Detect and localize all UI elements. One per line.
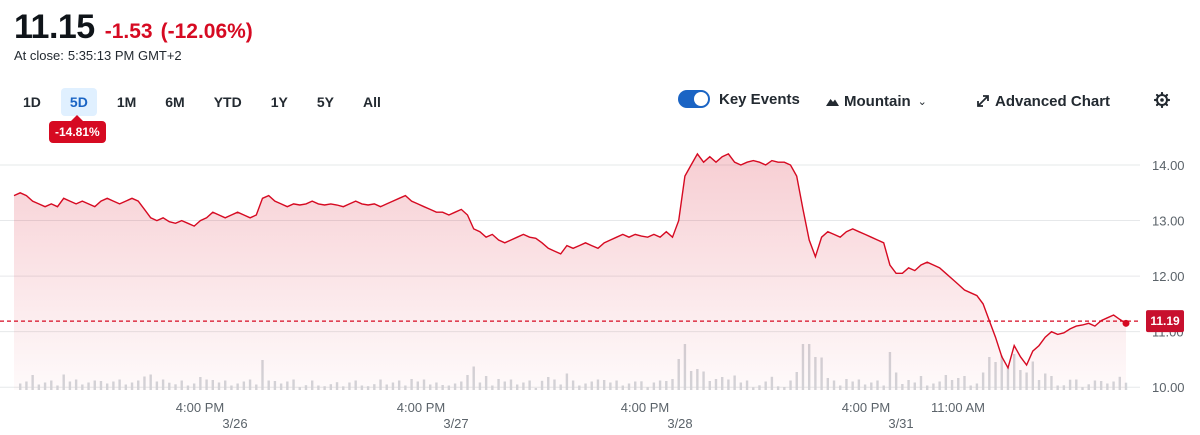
advanced-chart-button[interactable]: Advanced Chart	[976, 90, 1110, 112]
x-day-label: 3/26	[222, 416, 247, 431]
y-tick-label: 10.00	[1152, 380, 1185, 395]
price-change-percent: (-12.06%)	[160, 20, 253, 43]
x-tick-label: 4:00 PM	[842, 400, 890, 415]
chart-type-dropdown[interactable]: Mountain ⌄	[826, 90, 927, 112]
range-1d-button[interactable]: 1D	[23, 94, 41, 110]
close-time: 5:35:13 PM GMT+2	[67, 48, 182, 63]
price-change: -1.53	[104, 20, 153, 43]
y-tick-label: 12.00	[1152, 269, 1185, 284]
range-1m-button[interactable]: 1M	[116, 94, 137, 110]
range-performance-badge: -14.81%	[49, 115, 106, 143]
chart-type-label: Mountain	[844, 92, 911, 110]
range-ytd-button[interactable]: YTD	[213, 94, 242, 110]
expand-icon	[977, 95, 989, 107]
range-selector: 1D 5D 1M 6M YTD 1Y 5Y All	[14, 88, 401, 116]
toggle-switch[interactable]	[678, 90, 710, 108]
chart-toolbar: Key Events Mountain ⌄ Advanced Chart	[0, 90, 1200, 114]
range-6m-button[interactable]: 6M	[165, 94, 185, 110]
last-price-dot	[1122, 319, 1130, 327]
x-tick-label: 4:00 PM	[397, 400, 445, 415]
y-tick-label: 14.00	[1152, 158, 1185, 173]
key-events-label: Key Events	[719, 90, 800, 108]
range-1y-button[interactable]: 1Y	[270, 94, 288, 110]
advanced-chart-label: Advanced Chart	[995, 92, 1111, 110]
y-tick-label: 13.00	[1152, 214, 1185, 229]
range-5y-button[interactable]: 5Y	[316, 94, 334, 110]
x-tick-label: 4:00 PM	[621, 400, 669, 415]
close-label: At close:	[14, 48, 64, 63]
range-5d-button[interactable]: 5D	[60, 88, 97, 116]
toggle-knob	[694, 92, 708, 106]
key-events-toggle[interactable]: Key Events	[678, 90, 800, 108]
range-all-button[interactable]: All	[362, 94, 381, 110]
x-tick-label: 4:00 PM	[176, 400, 224, 415]
previous-close-badge: 11.19	[1146, 310, 1184, 333]
previous-close-value: 11.19	[1150, 314, 1180, 328]
mountain-icon	[826, 99, 839, 106]
gear-icon[interactable]	[1154, 92, 1170, 108]
x-tick-label: 11:00 AM	[931, 400, 985, 415]
quote-header: 11.15 -1.53 (-12.06%)	[14, 8, 253, 47]
current-price: 11.15	[14, 8, 95, 46]
chevron-down-icon: ⌄	[917, 95, 927, 108]
price-line	[13, 152, 1127, 370]
x-day-label: 3/28	[667, 416, 692, 431]
x-day-label: 3/27	[443, 416, 468, 431]
x-day-label: 3/31	[888, 416, 913, 431]
close-time-line: At close: 5:35:13 PM GMT+2	[14, 48, 186, 63]
price-area	[14, 153, 1126, 390]
